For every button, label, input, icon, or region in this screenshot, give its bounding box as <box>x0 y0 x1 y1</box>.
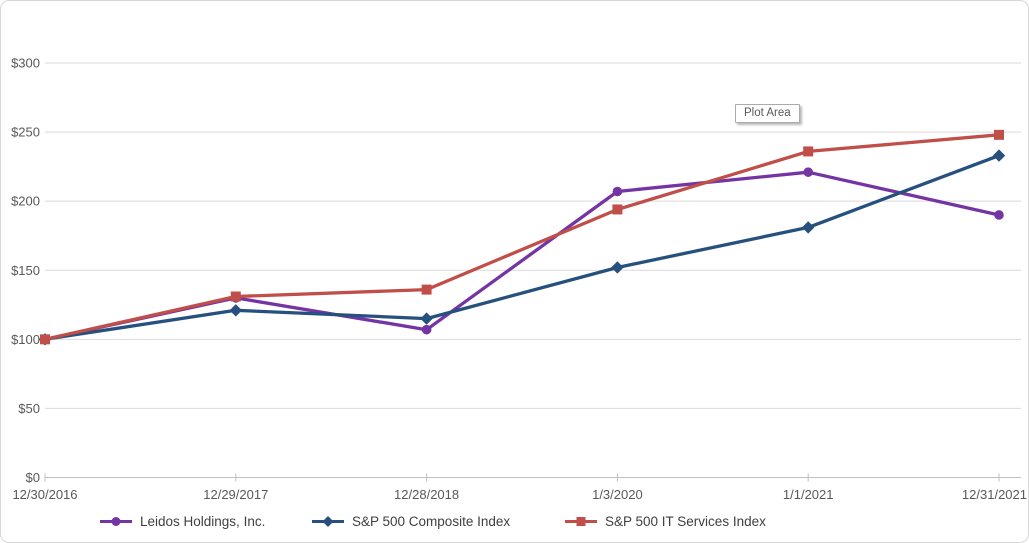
data-point-circle[interactable] <box>994 210 1004 220</box>
y-axis-tick-label: $300 <box>11 56 40 71</box>
data-point-square[interactable] <box>612 204 623 215</box>
data-point-circle[interactable] <box>612 186 623 197</box>
x-axis-tick-label: 12/28/2018 <box>394 487 459 502</box>
legend-item-sp500-it-services[interactable]: S&P 500 IT Services Index <box>564 510 766 532</box>
chart-legend: Leidos Holdings, Inc. S&P 500 Composite … <box>0 510 1029 532</box>
legend-marker-square-icon <box>564 515 598 528</box>
y-axis-tick-label: $250 <box>11 125 40 140</box>
plot-area-tooltip: Plot Area <box>735 104 800 123</box>
y-axis-tick-label: $100 <box>11 332 40 347</box>
y-axis-tick-label: $200 <box>11 194 40 209</box>
legend-item-leidos[interactable]: Leidos Holdings, Inc. <box>99 510 265 532</box>
data-point-diamond[interactable] <box>992 149 1006 162</box>
x-axis-tick-label: 1/1/2021 <box>783 487 834 502</box>
x-axis-tick-label: 12/29/2017 <box>203 487 268 502</box>
x-axis-tick-label: 12/30/2016 <box>12 487 77 502</box>
data-point-square[interactable] <box>421 284 432 295</box>
legend-label: S&P 500 Composite Index <box>352 513 511 529</box>
series-line-0[interactable] <box>43 170 1001 341</box>
data-point-circle[interactable] <box>421 324 432 335</box>
plot-area-tooltip-label: Plot Area <box>744 107 791 119</box>
data-point-circle[interactable] <box>803 167 813 177</box>
data-point-diamond[interactable] <box>229 304 242 317</box>
series-line-1[interactable] <box>43 153 1001 341</box>
data-point-diamond[interactable] <box>420 312 433 325</box>
legend-marker-circle-icon <box>99 515 133 528</box>
x-axis-tick-label: 1/3/2020 <box>592 487 643 502</box>
data-point-square[interactable] <box>230 291 241 302</box>
data-point-square[interactable] <box>994 129 1004 140</box>
legend-item-sp500-composite[interactable]: S&P 500 Composite Index <box>311 510 510 532</box>
data-point-diamond[interactable] <box>802 221 815 234</box>
x-axis-tick-label: 12/31/2021 <box>962 487 1027 502</box>
y-axis-tick-label: $50 <box>18 401 40 416</box>
data-point-square[interactable] <box>803 146 814 157</box>
series-line-2[interactable] <box>43 133 1001 341</box>
legend-marker-diamond-icon <box>311 515 345 528</box>
data-point-square[interactable] <box>40 334 50 345</box>
y-axis-tick-label: $150 <box>11 263 40 278</box>
legend-label: Leidos Holdings, Inc. <box>140 513 266 529</box>
legend-label: S&P 500 IT Services Index <box>605 513 766 529</box>
data-point-diamond[interactable] <box>611 261 624 274</box>
y-axis-tick-label: $0 <box>26 470 40 485</box>
